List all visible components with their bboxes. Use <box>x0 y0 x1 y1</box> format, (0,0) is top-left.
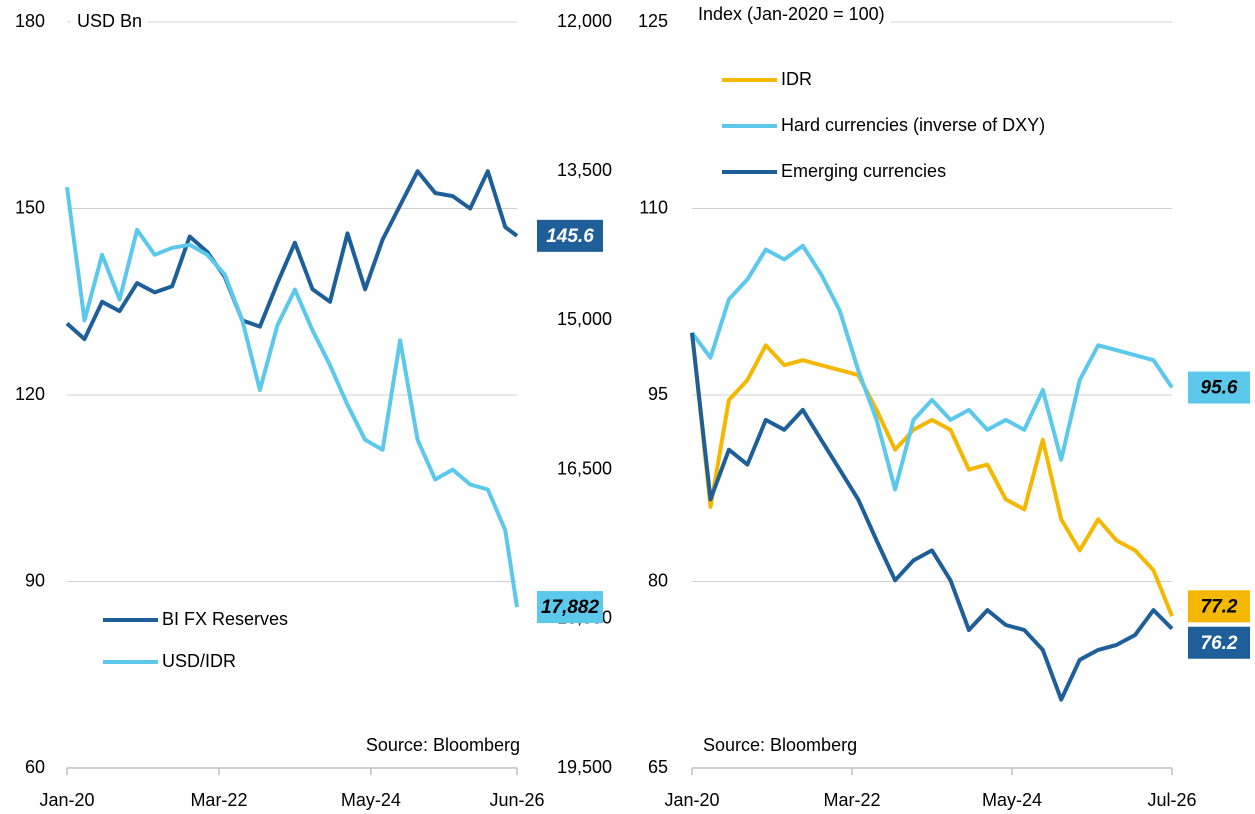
y2-tick-label: 16,500 <box>557 458 612 478</box>
end-label-box <box>1188 590 1250 623</box>
x-tick-label: May-24 <box>982 790 1042 810</box>
end-label-box <box>537 219 603 252</box>
end-label-box <box>1188 371 1250 404</box>
end-label-box <box>1188 626 1250 659</box>
y-tick-label: 150 <box>15 197 45 217</box>
y-tick-label: 80 <box>648 570 668 590</box>
series-line <box>690 243 1174 492</box>
series-line <box>690 332 1174 618</box>
y-tick-label: 120 <box>15 384 45 404</box>
x-tick-label: May-24 <box>341 790 401 810</box>
y-tick-label: 65 <box>648 757 668 777</box>
y-tick-label: 60 <box>25 757 45 777</box>
end-label: 17,882 <box>541 597 600 618</box>
label-backing <box>692 1 891 26</box>
source-note: Source: Bloomberg <box>703 735 857 755</box>
x-tick-label: Mar-22 <box>190 790 247 810</box>
y-tick-label: 180 <box>15 11 45 31</box>
y2-tick-label: 13,500 <box>557 160 612 180</box>
y-axis-label: Index (Jan-2020 = 100) <box>698 4 885 24</box>
x-tick-label: Jul-26 <box>1147 790 1196 810</box>
y2-tick-label: 19,500 <box>557 757 612 777</box>
legend-label: Hard currencies (inverse of DXY) <box>781 115 1045 135</box>
end-label: 77.2 <box>1201 596 1238 617</box>
x-tick-label: Mar-22 <box>823 790 880 810</box>
end-label: 76.2 <box>1201 633 1238 654</box>
legend-label: BI FX Reserves <box>162 609 288 629</box>
end-label-box <box>537 591 603 624</box>
y-tick-label: 90 <box>25 570 45 590</box>
legend-label: IDR <box>781 69 812 89</box>
y2-tick-label: 12,000 <box>557 11 612 31</box>
y2-tick-label: 15,000 <box>557 309 612 329</box>
x-tick-label: Jun-26 <box>489 790 544 810</box>
legend-label: USD/IDR <box>162 651 236 671</box>
x-tick-label: Jan-20 <box>664 790 719 810</box>
y-tick-label: 125 <box>638 11 668 31</box>
y-tick-label: 95 <box>648 384 668 404</box>
label-backing <box>71 8 149 33</box>
source-note: Source: Bloomberg <box>366 735 520 755</box>
series-line <box>690 332 1174 702</box>
x-tick-label: Jan-20 <box>39 790 94 810</box>
y-axis-label: USD Bn <box>77 11 142 31</box>
legend-label: Emerging currencies <box>781 161 946 181</box>
end-label: 145.6 <box>546 226 594 247</box>
series-line <box>65 186 519 608</box>
y-tick-label: 110 <box>639 197 668 217</box>
end-label: 95.6 <box>1201 378 1238 399</box>
series-line <box>65 169 519 342</box>
